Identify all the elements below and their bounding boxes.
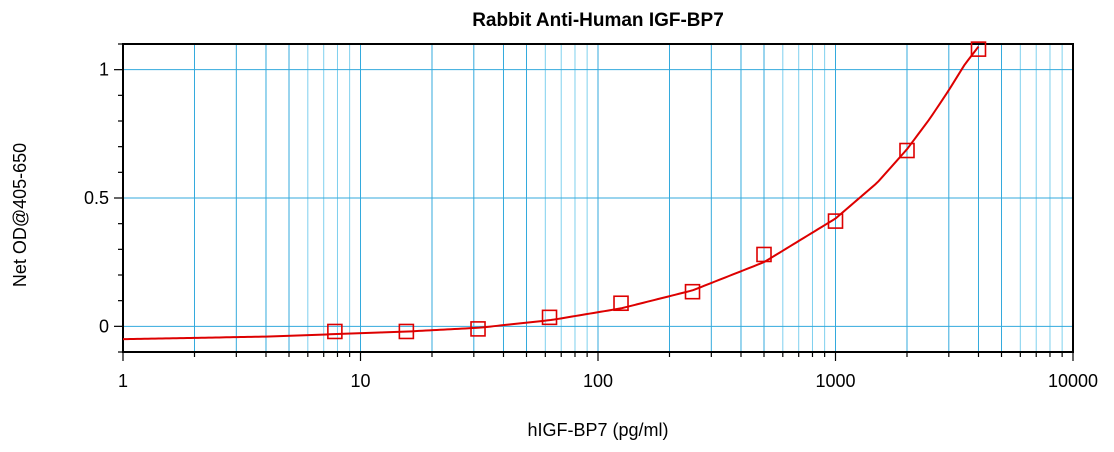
data-point-marker — [827, 213, 844, 229]
tick-labels: 1 10 100 1000 10000 0 0.5 1 — [84, 60, 1098, 391]
fit-curve-layer — [122, 45, 980, 341]
data-point-marker — [899, 142, 915, 159]
x-tick-label: 10000 — [1048, 371, 1098, 391]
y-tick-label: 0.5 — [84, 188, 109, 208]
y-tick-label: 0 — [99, 316, 109, 336]
x-tick-label: 1 — [118, 371, 128, 391]
data-points — [327, 41, 987, 340]
data-point-marker — [756, 246, 772, 263]
chart-title: Rabbit Anti-Human IGF-BP7 — [472, 10, 724, 31]
x-tick-label: 100 — [583, 371, 613, 391]
y-axis-label: Net OD@405-650 — [10, 143, 30, 287]
x-tick-label: 1000 — [815, 371, 855, 391]
y-tick-label: 1 — [99, 60, 109, 80]
x-tick-label: 10 — [350, 371, 370, 391]
data-point-marker — [970, 41, 987, 57]
data-point-marker — [470, 321, 486, 337]
data-point-marker — [398, 323, 415, 340]
grid — [123, 44, 1073, 352]
data-point-marker — [327, 323, 343, 340]
data-point-marker — [541, 309, 558, 326]
data-point-marker — [684, 283, 701, 300]
fit-curve — [122, 45, 980, 341]
x-axis-label: hIGF-BP7 (pg/ml) — [527, 420, 668, 440]
data-point-marker — [613, 295, 629, 312]
ticks — [114, 43, 1074, 361]
